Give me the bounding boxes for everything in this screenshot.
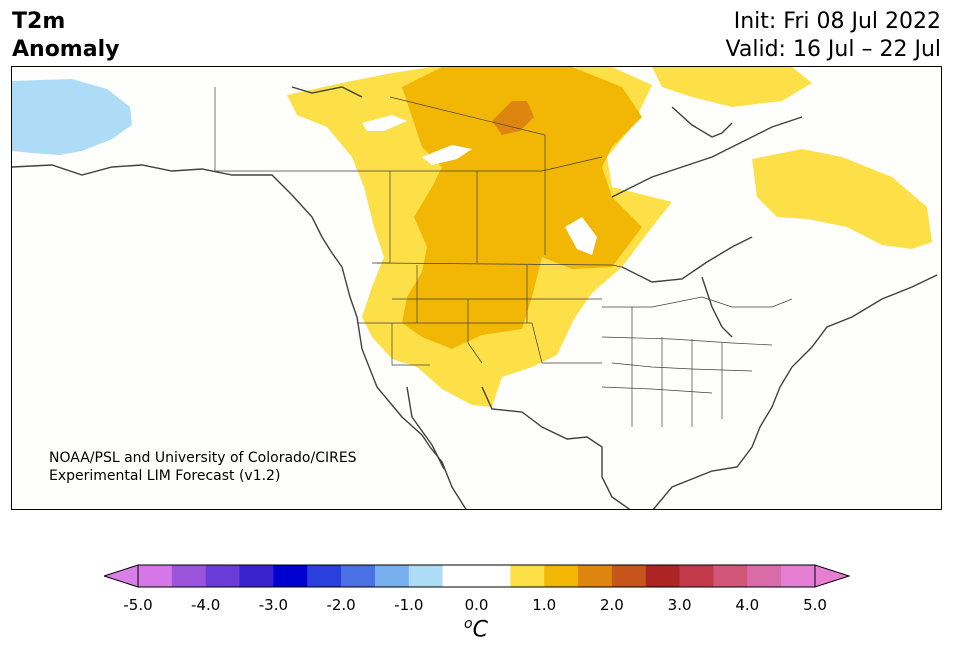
colorbar-tick-label: -4.0 [191, 596, 221, 614]
colorbar-cell [713, 565, 748, 587]
warm-anomaly-core [402, 67, 642, 349]
political-borders [214, 87, 793, 427]
warm-anomaly-peak [492, 101, 534, 135]
colorbar-tick-label: -2.0 [326, 596, 356, 614]
colorbar-cell [408, 565, 444, 587]
colorbar-tick-label: -5.0 [123, 596, 153, 614]
credit-text: NOAA/PSL and University of Colorado/CIRE… [49, 449, 357, 485]
map-canvas [12, 67, 938, 509]
colorbar-cell [239, 565, 274, 587]
colorbar-cell [341, 565, 376, 587]
init-date: Init: Fri 08 Jul 2022 [733, 9, 941, 34]
colorbar-tick-label: -1.0 [394, 596, 424, 614]
colorbar [104, 564, 850, 588]
lake-winnipeg [565, 217, 597, 255]
valid-date: Valid: 16 Jul – 22 Jul [725, 37, 941, 62]
colorbar-cell [510, 565, 545, 587]
warm-anomaly-arctic-east [652, 67, 812, 107]
colorbar-tick-label: 0.0 [464, 596, 489, 614]
colorbar-outline [137, 564, 816, 588]
colorbar-high-extend [814, 564, 850, 588]
colorbar-low-extend [104, 564, 139, 588]
colorbar-cell [138, 565, 173, 587]
colorbar-cell [747, 565, 782, 587]
colorbar-cell [307, 565, 342, 587]
colorbar-cell [611, 565, 647, 587]
colorbar-tick-label: 3.0 [667, 596, 692, 614]
forecast-dates: Init: Fri 08 Jul 2022 Valid: 16 Jul – 22… [726, 8, 941, 64]
colorbar-cell [374, 565, 410, 587]
credit-line1: NOAA/PSL and University of Colorado/CIRE… [49, 450, 357, 466]
colorbar-tick-label: 4.0 [735, 596, 760, 614]
map-title-line2: Anomaly [12, 37, 120, 62]
colorbar-tick-label: 5.0 [803, 596, 827, 614]
colorbar-cell [205, 565, 241, 587]
lake-great-bear [362, 115, 407, 131]
colorbar-cell [578, 565, 613, 587]
colorbar-tick-label: -3.0 [258, 596, 289, 614]
colorbar-unit-degree: o [464, 616, 473, 632]
colorbar-cell [781, 565, 816, 587]
anomaly-map [11, 66, 942, 510]
colorbar-cell [273, 565, 308, 587]
colorbar-cell [544, 565, 579, 587]
warm-anomaly-quebec [752, 149, 932, 249]
colorbar-unit: oC [464, 616, 488, 642]
colorbar-cell [476, 565, 511, 587]
map-title-line1: T2m [12, 9, 66, 34]
colorbar-cell [645, 565, 681, 587]
colorbar-tick-label: 2.0 [599, 596, 624, 614]
colorbar-unit-label: C [472, 617, 488, 643]
coastlines [12, 86, 938, 509]
cool-anomaly-alaska [12, 79, 132, 155]
colorbar-tick-label: 1.0 [532, 596, 557, 614]
colorbar-cell [171, 565, 207, 587]
credit-line2: Experimental LIM Forecast (v1.2) [49, 468, 281, 484]
colorbar-cell [442, 565, 477, 587]
colorbar-cells [138, 565, 816, 587]
colorbar-cell [679, 565, 714, 587]
map-title: T2m Anomaly [12, 8, 119, 64]
lake-great-slave [422, 145, 472, 165]
